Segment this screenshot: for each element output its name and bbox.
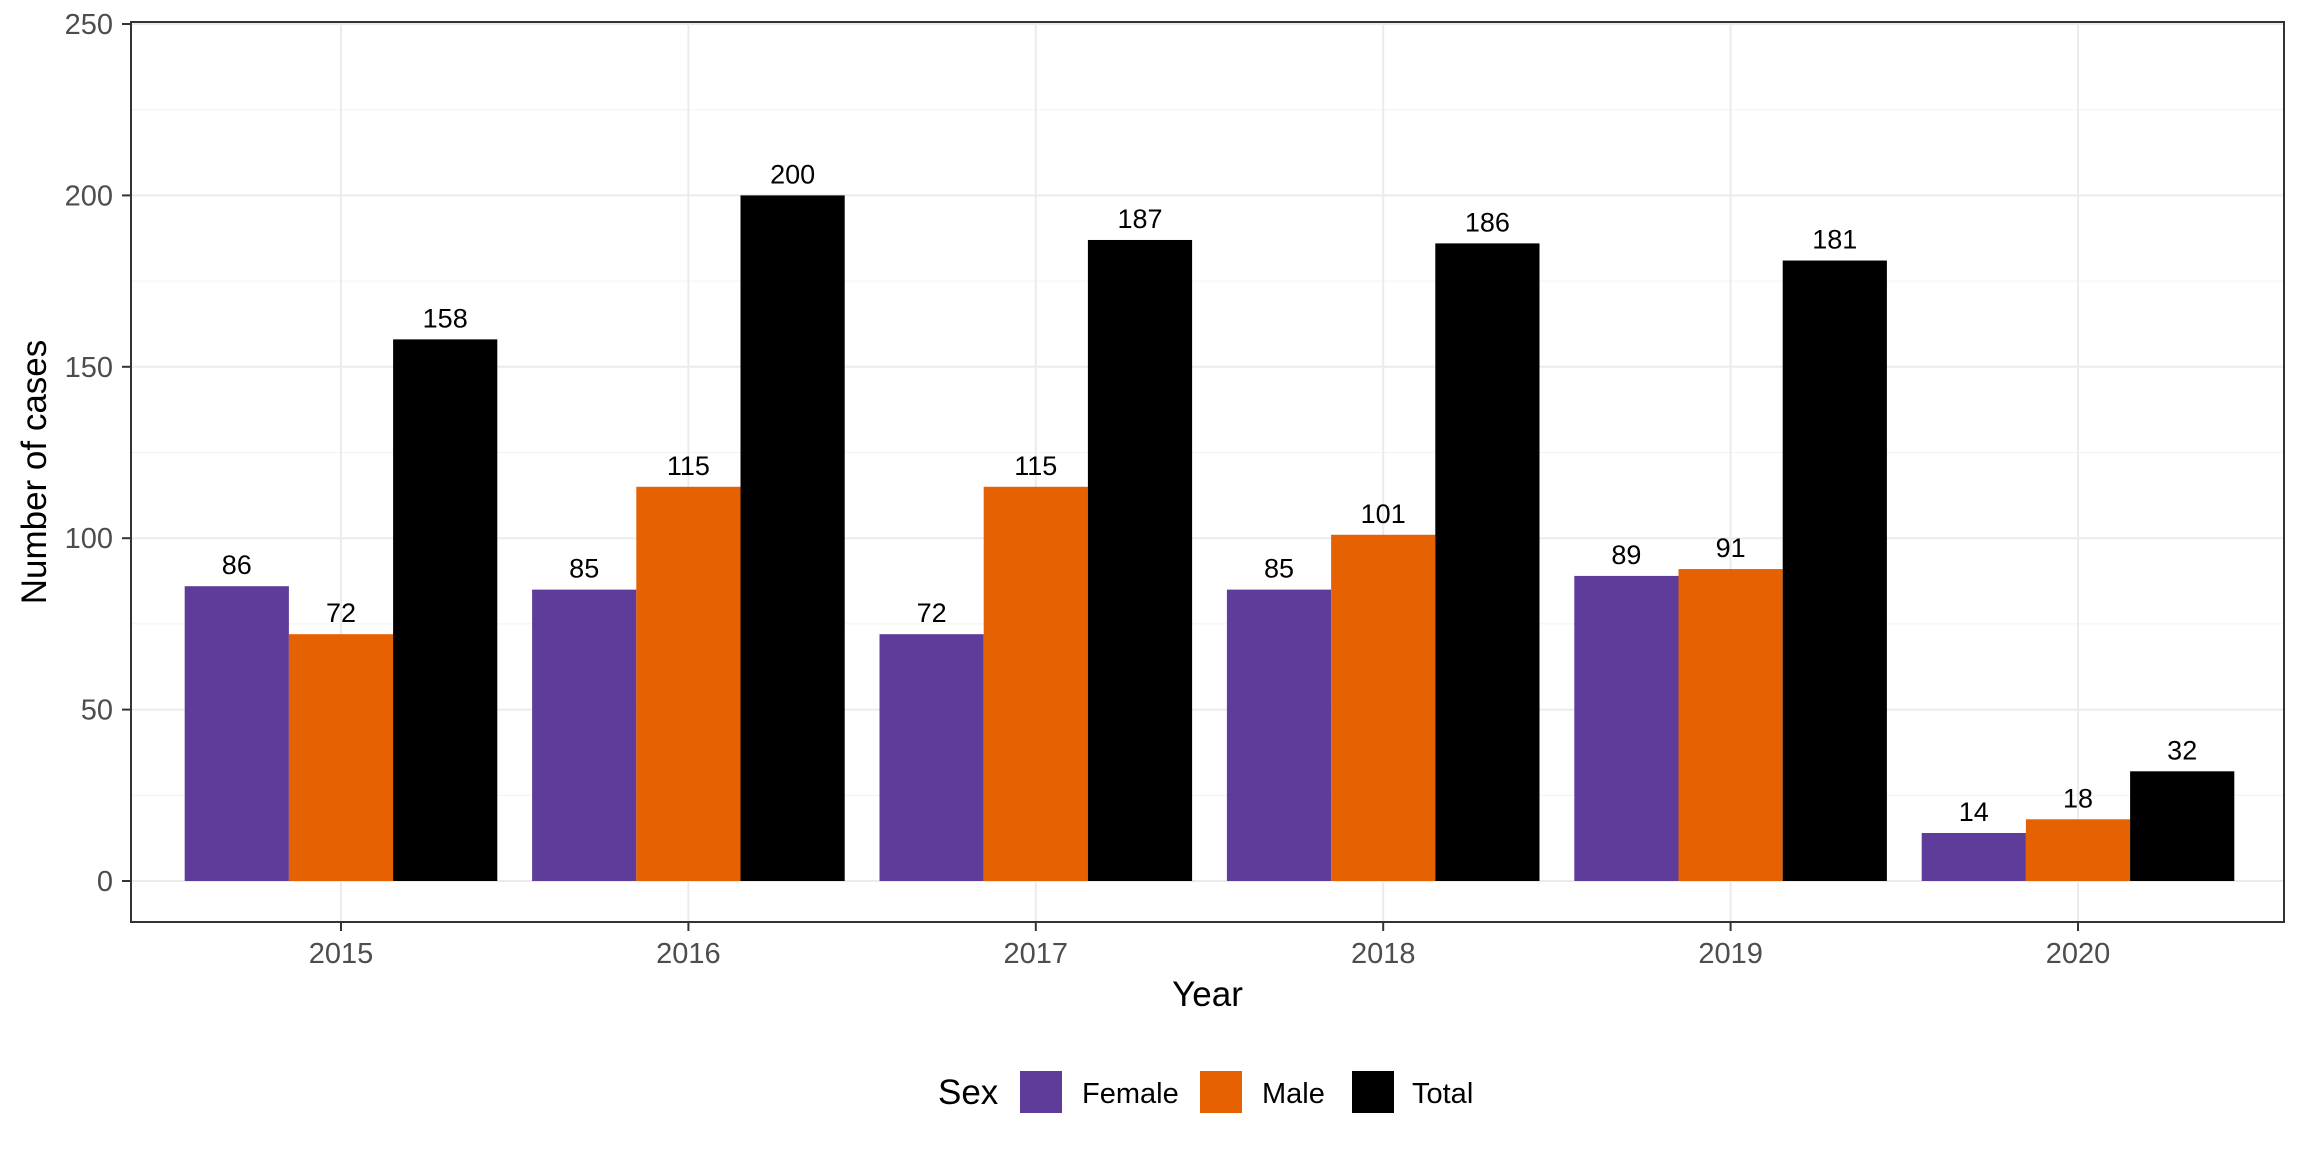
y-tick-label: 50 — [81, 695, 113, 727]
bar-total-2017 — [1087, 239, 1193, 882]
bar-female-2020 — [1921, 833, 2026, 881]
bar-female-2018 — [1226, 589, 1332, 881]
y-tick-label: 200 — [65, 180, 113, 212]
data-label-female-2018: 85 — [1264, 554, 1294, 584]
data-label-female-2017: 72 — [917, 598, 947, 628]
legend-key-female — [1020, 1071, 1062, 1113]
bar-male-2019 — [1678, 569, 1783, 881]
bar-total-2019 — [1782, 260, 1887, 882]
bar-female-2017 — [879, 634, 984, 881]
y-tick-label: 0 — [97, 866, 113, 898]
x-axis-title: Year — [1172, 975, 1243, 1014]
data-labels: 86 72 158 85 115 200 72 115 187 85 101 186 89 91 181 14… — [222, 159, 2197, 827]
x-tick-label: 2015 — [309, 938, 374, 970]
bar-total-2020 — [2130, 771, 2235, 881]
y-tick-label: 150 — [65, 352, 113, 384]
y-axis: 0 50 100 150 200 250 — [65, 9, 131, 898]
data-label-male-2018: 101 — [1361, 499, 1406, 529]
data-label-female-2020: 14 — [1959, 797, 1989, 827]
bar-total-2018 — [1435, 243, 1540, 882]
bar-female-2015 — [184, 586, 289, 881]
plot-panel-border — [130, 21, 2285, 923]
data-label-female-2015: 86 — [222, 550, 252, 580]
x-tick-label: 2017 — [1004, 938, 1069, 970]
data-label-male-2019: 91 — [1716, 533, 1746, 563]
data-label-total-2018: 186 — [1465, 207, 1510, 237]
bar-male-2016 — [636, 486, 741, 881]
bar-total-2015 — [393, 339, 498, 882]
bar-female-2016 — [532, 589, 637, 881]
bar-male-2015 — [288, 634, 394, 881]
x-axis: 2015 2016 2017 2018 2019 2020 — [309, 922, 2111, 970]
y-tick-label: 100 — [65, 523, 113, 555]
data-label-total-2019: 181 — [1812, 225, 1857, 255]
data-label-male-2016: 115 — [667, 451, 710, 481]
data-label-total-2020: 32 — [2167, 735, 2197, 765]
data-label-female-2016: 85 — [569, 554, 599, 584]
legend-key-male — [1200, 1071, 1242, 1113]
x-tick-label: 2020 — [2046, 938, 2111, 970]
legend: Sex Female Male Total — [938, 1071, 1473, 1113]
bar-female-2019 — [1574, 575, 1679, 881]
data-label-male-2020: 18 — [2063, 783, 2093, 813]
data-label-total-2015: 158 — [423, 303, 468, 333]
data-label-female-2019: 89 — [1611, 540, 1641, 570]
y-axis-title: Number of cases — [15, 340, 54, 605]
x-tick-label: 2018 — [1351, 938, 1416, 970]
legend-label-male: Male — [1262, 1078, 1325, 1110]
legend-label-total: Total — [1412, 1078, 1473, 1110]
bars — [184, 195, 2235, 882]
data-label-male-2015: 72 — [326, 598, 356, 628]
data-label-male-2017: 115 — [1014, 451, 1057, 481]
legend-label-female: Female — [1082, 1078, 1179, 1110]
y-tick-label: 250 — [65, 9, 113, 41]
bar-total-2016 — [740, 195, 845, 881]
data-label-total-2016: 200 — [770, 159, 815, 189]
legend-key-total — [1352, 1071, 1394, 1113]
bar-male-2017 — [983, 486, 1088, 881]
data-label-total-2017: 187 — [1117, 204, 1162, 234]
x-tick-label: 2019 — [1698, 938, 1763, 970]
legend-title: Sex — [938, 1073, 999, 1112]
x-tick-label: 2016 — [656, 938, 721, 970]
bar-male-2020 — [2025, 819, 2131, 881]
bar-male-2018 — [1331, 534, 1436, 881]
